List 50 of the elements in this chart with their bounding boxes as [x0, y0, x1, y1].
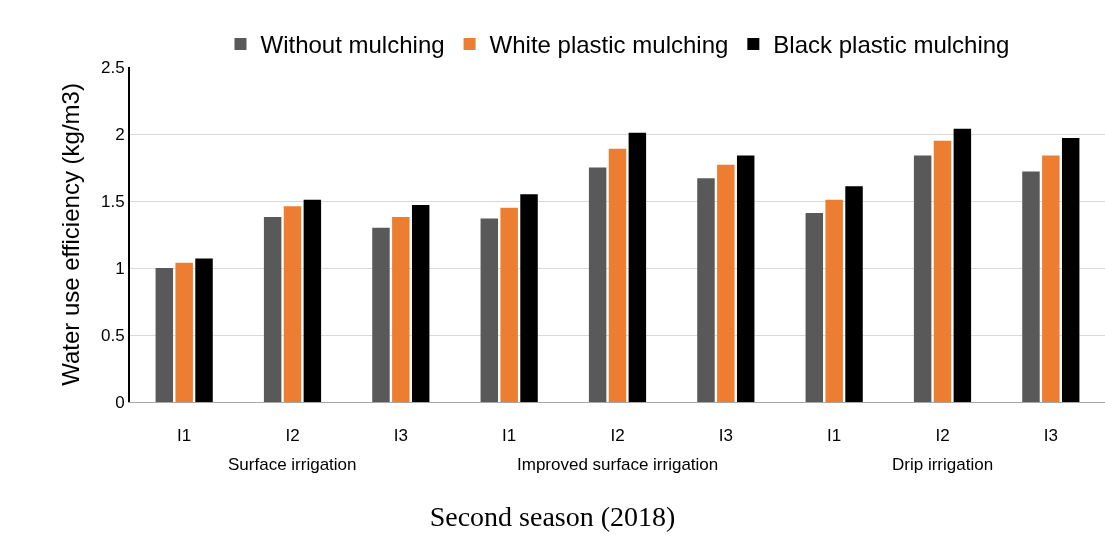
bar	[520, 194, 538, 402]
text: Drip irrigation	[892, 455, 994, 474]
text: Improved surface irrigation	[517, 455, 719, 474]
y-tick-label: 2.5	[100, 57, 125, 77]
bar	[588, 167, 607, 402]
x-tick-label: I2	[935, 426, 950, 446]
bar	[608, 148, 627, 402]
bar	[175, 262, 193, 402]
bar	[805, 213, 824, 402]
bar	[1022, 171, 1040, 402]
x-tick-label: I3	[1043, 426, 1058, 446]
bar	[697, 178, 715, 402]
text: Surface irrigation	[228, 455, 357, 474]
bar	[263, 217, 282, 402]
y-tick-label: 0	[115, 392, 125, 412]
x-tick-label: I3	[393, 426, 408, 446]
bar	[1042, 155, 1060, 402]
x-tick-label: I1	[827, 426, 842, 446]
y-axis-title: Water use efficiency (kg/m3)	[56, 83, 84, 386]
x-tick-label: I2	[610, 426, 625, 446]
x-tick-label: I2	[285, 426, 300, 446]
x-tick-label: I1	[177, 426, 192, 446]
bar	[411, 205, 430, 402]
bar	[736, 155, 755, 402]
bar	[303, 199, 322, 402]
legend-label: Without mulching	[260, 31, 445, 59]
x-tick-label: I3	[718, 426, 733, 446]
text: Second season (2018)	[429, 500, 676, 532]
bar	[717, 164, 735, 402]
bar	[392, 217, 410, 402]
legend-label: White plastic mulching	[489, 31, 729, 59]
bar	[628, 132, 647, 402]
y-tick-label: 1.5	[100, 191, 125, 211]
bar	[825, 199, 843, 402]
bar	[933, 140, 952, 402]
y-tick-label: 0.5	[100, 325, 125, 345]
bar	[283, 206, 302, 402]
bar	[953, 128, 972, 402]
bar	[845, 186, 863, 402]
y-tick-label: 1	[115, 258, 125, 278]
bar	[155, 268, 174, 402]
bar	[480, 218, 499, 402]
bar	[913, 155, 932, 402]
bar	[1061, 138, 1080, 402]
x-tick-label: I1	[502, 426, 517, 446]
bar	[372, 227, 390, 402]
legend-label: Black plastic mulching	[773, 31, 1010, 59]
y-tick-label: 2	[115, 124, 125, 144]
bar	[195, 258, 213, 402]
bar	[500, 207, 518, 402]
